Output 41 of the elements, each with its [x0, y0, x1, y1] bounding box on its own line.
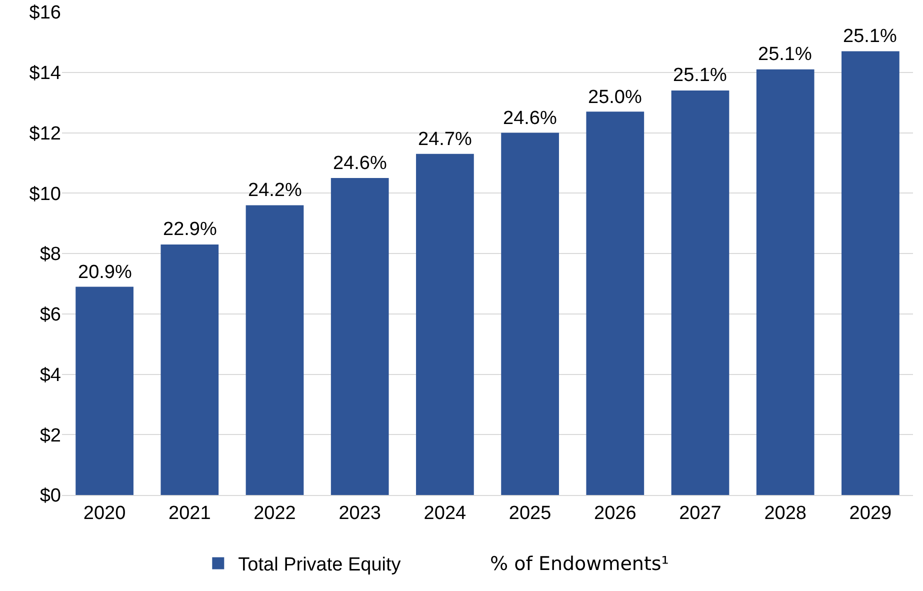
x-tick-label: 2028: [764, 502, 806, 524]
annotation: 25.1%: [843, 26, 897, 47]
annotation: 25.1%: [673, 65, 727, 86]
y-tick-label: $8: [40, 244, 61, 266]
bar: [671, 90, 730, 495]
y-tick-label: $10: [29, 184, 61, 205]
text: % of Endowments¹: [490, 553, 669, 575]
y-tick-label: $0: [40, 486, 61, 507]
bar: [76, 286, 134, 495]
y-tick-label: $4: [40, 364, 62, 386]
x-tick-label: 2024: [424, 502, 467, 524]
x-tick-label: 2023: [338, 502, 381, 524]
bar: [246, 205, 304, 495]
annotation: 25.1%: [758, 44, 812, 65]
x-tick-label: 2022: [254, 502, 296, 524]
y-tick-label: $14: [29, 63, 62, 84]
bar: [160, 244, 219, 495]
bar: [586, 112, 644, 495]
y-tick-label: $6: [40, 304, 61, 326]
bar: [501, 132, 559, 495]
x-tick-label: 2029: [849, 502, 892, 524]
annotation: 24.7%: [418, 129, 472, 150]
x-tick-label: 2021: [168, 502, 211, 524]
x-tick-label: 2020: [83, 502, 126, 524]
bar: [842, 51, 900, 495]
annotation: 25.0%: [588, 87, 642, 108]
bar: [330, 178, 389, 495]
bar: [416, 154, 474, 495]
annotation: 24.6%: [503, 108, 557, 129]
annotation: 24.6%: [333, 153, 387, 174]
x-tick-label: 2026: [594, 502, 636, 524]
legend-label: Total Private Equity: [238, 554, 402, 576]
annotation: 22.9%: [163, 219, 217, 240]
y-tick-label: $12: [29, 123, 61, 144]
annotation: 24.2%: [248, 180, 302, 201]
y-tick-label: $2: [40, 425, 61, 446]
y-tick-label: $16: [29, 2, 61, 24]
x-tick-label: 2025: [508, 502, 552, 524]
annotation: 20.9%: [78, 262, 132, 283]
x-tick-label: 2027: [679, 502, 722, 524]
bar: [756, 69, 814, 495]
